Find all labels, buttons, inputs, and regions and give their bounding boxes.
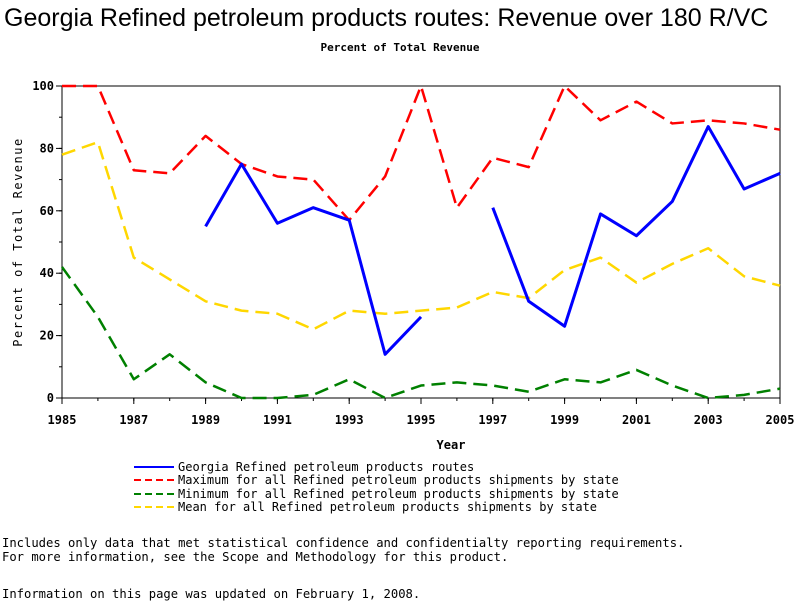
legend: Georgia Refined petroleum products route…: [134, 460, 619, 514]
footnote-confidence: Includes only data that met statistical …: [2, 536, 685, 550]
series-line-maximum-segment-1: [62, 84, 781, 222]
x-tick-label-1999: 1999: [550, 413, 579, 427]
updated-date: Information on this page was updated on …: [2, 587, 421, 601]
x-tick-label-1987: 1987: [119, 413, 148, 427]
chart-title: Georgia Refined petroleum products route…: [4, 4, 769, 32]
footnotes: Includes only data that met statistical …: [2, 536, 684, 564]
legend-label-minimum: Minimum for all Refined petroleum produc…: [178, 486, 619, 501]
plot-frame: [61, 85, 781, 399]
y-tick-label-100: 100: [32, 79, 54, 93]
y-tick-label-40: 40: [40, 266, 54, 280]
x-tick-label-1997: 1997: [478, 413, 507, 427]
legend-swatch-mean: [134, 506, 174, 509]
legend-label-maximum: Maximum for all Refined petroleum produc…: [178, 473, 619, 488]
x-tick-label-2005: 2005: [766, 413, 795, 427]
chart-subtitle: Percent of Total Revenue: [320, 41, 480, 54]
x-tick-label-2001: 2001: [622, 413, 651, 427]
series-line-mean-segment-1: [61, 140, 781, 331]
legend-swatch-minimum: [134, 492, 174, 495]
legend-swatch-georgia: [134, 465, 174, 468]
line-chart: 1985 1987 1989 1991 1993 1995 1997 1999 2001 2003…: [11, 79, 795, 452]
legend-item-minimum: Minimum for all Refined petroleum produc…: [134, 487, 619, 501]
series-line-georgia-segment-1: [204, 162, 423, 356]
legend-item-mean: Mean for all Refined petroleum products …: [134, 500, 619, 515]
footnote-methodology: For more information, see the Scope and …: [2, 550, 509, 564]
y-tick-label-60: 60: [40, 204, 54, 218]
x-axis-label: Year: [437, 438, 466, 452]
legend-label-georgia: Georgia Refined petroleum products route…: [178, 459, 475, 474]
x-tick-label-2003: 2003: [694, 413, 723, 427]
x-tick-label-1993: 1993: [335, 413, 364, 427]
y-tick-label-20: 20: [40, 329, 54, 343]
legend-item-georgia: Georgia Refined petroleum products route…: [134, 460, 619, 474]
y-tick-label-0: 0: [47, 391, 54, 405]
legend-item-maximum: Maximum for all Refined petroleum produc…: [134, 473, 619, 488]
series-line-georgia-segment-2: [491, 125, 781, 328]
x-tick-label-1995: 1995: [407, 413, 436, 427]
legend-swatch-maximum: [134, 479, 174, 482]
x-tick-label-1989: 1989: [191, 413, 220, 427]
x-tick-label-1985: 1985: [48, 413, 77, 427]
x-tick-label-1991: 1991: [263, 413, 292, 427]
series-line-minimum-segment-1: [60, 266, 781, 400]
y-axis-label: Percent of Total Revenue: [11, 137, 25, 346]
legend-label-mean: Mean for all Refined petroleum products …: [178, 500, 598, 515]
y-tick-label-80: 80: [40, 141, 54, 155]
